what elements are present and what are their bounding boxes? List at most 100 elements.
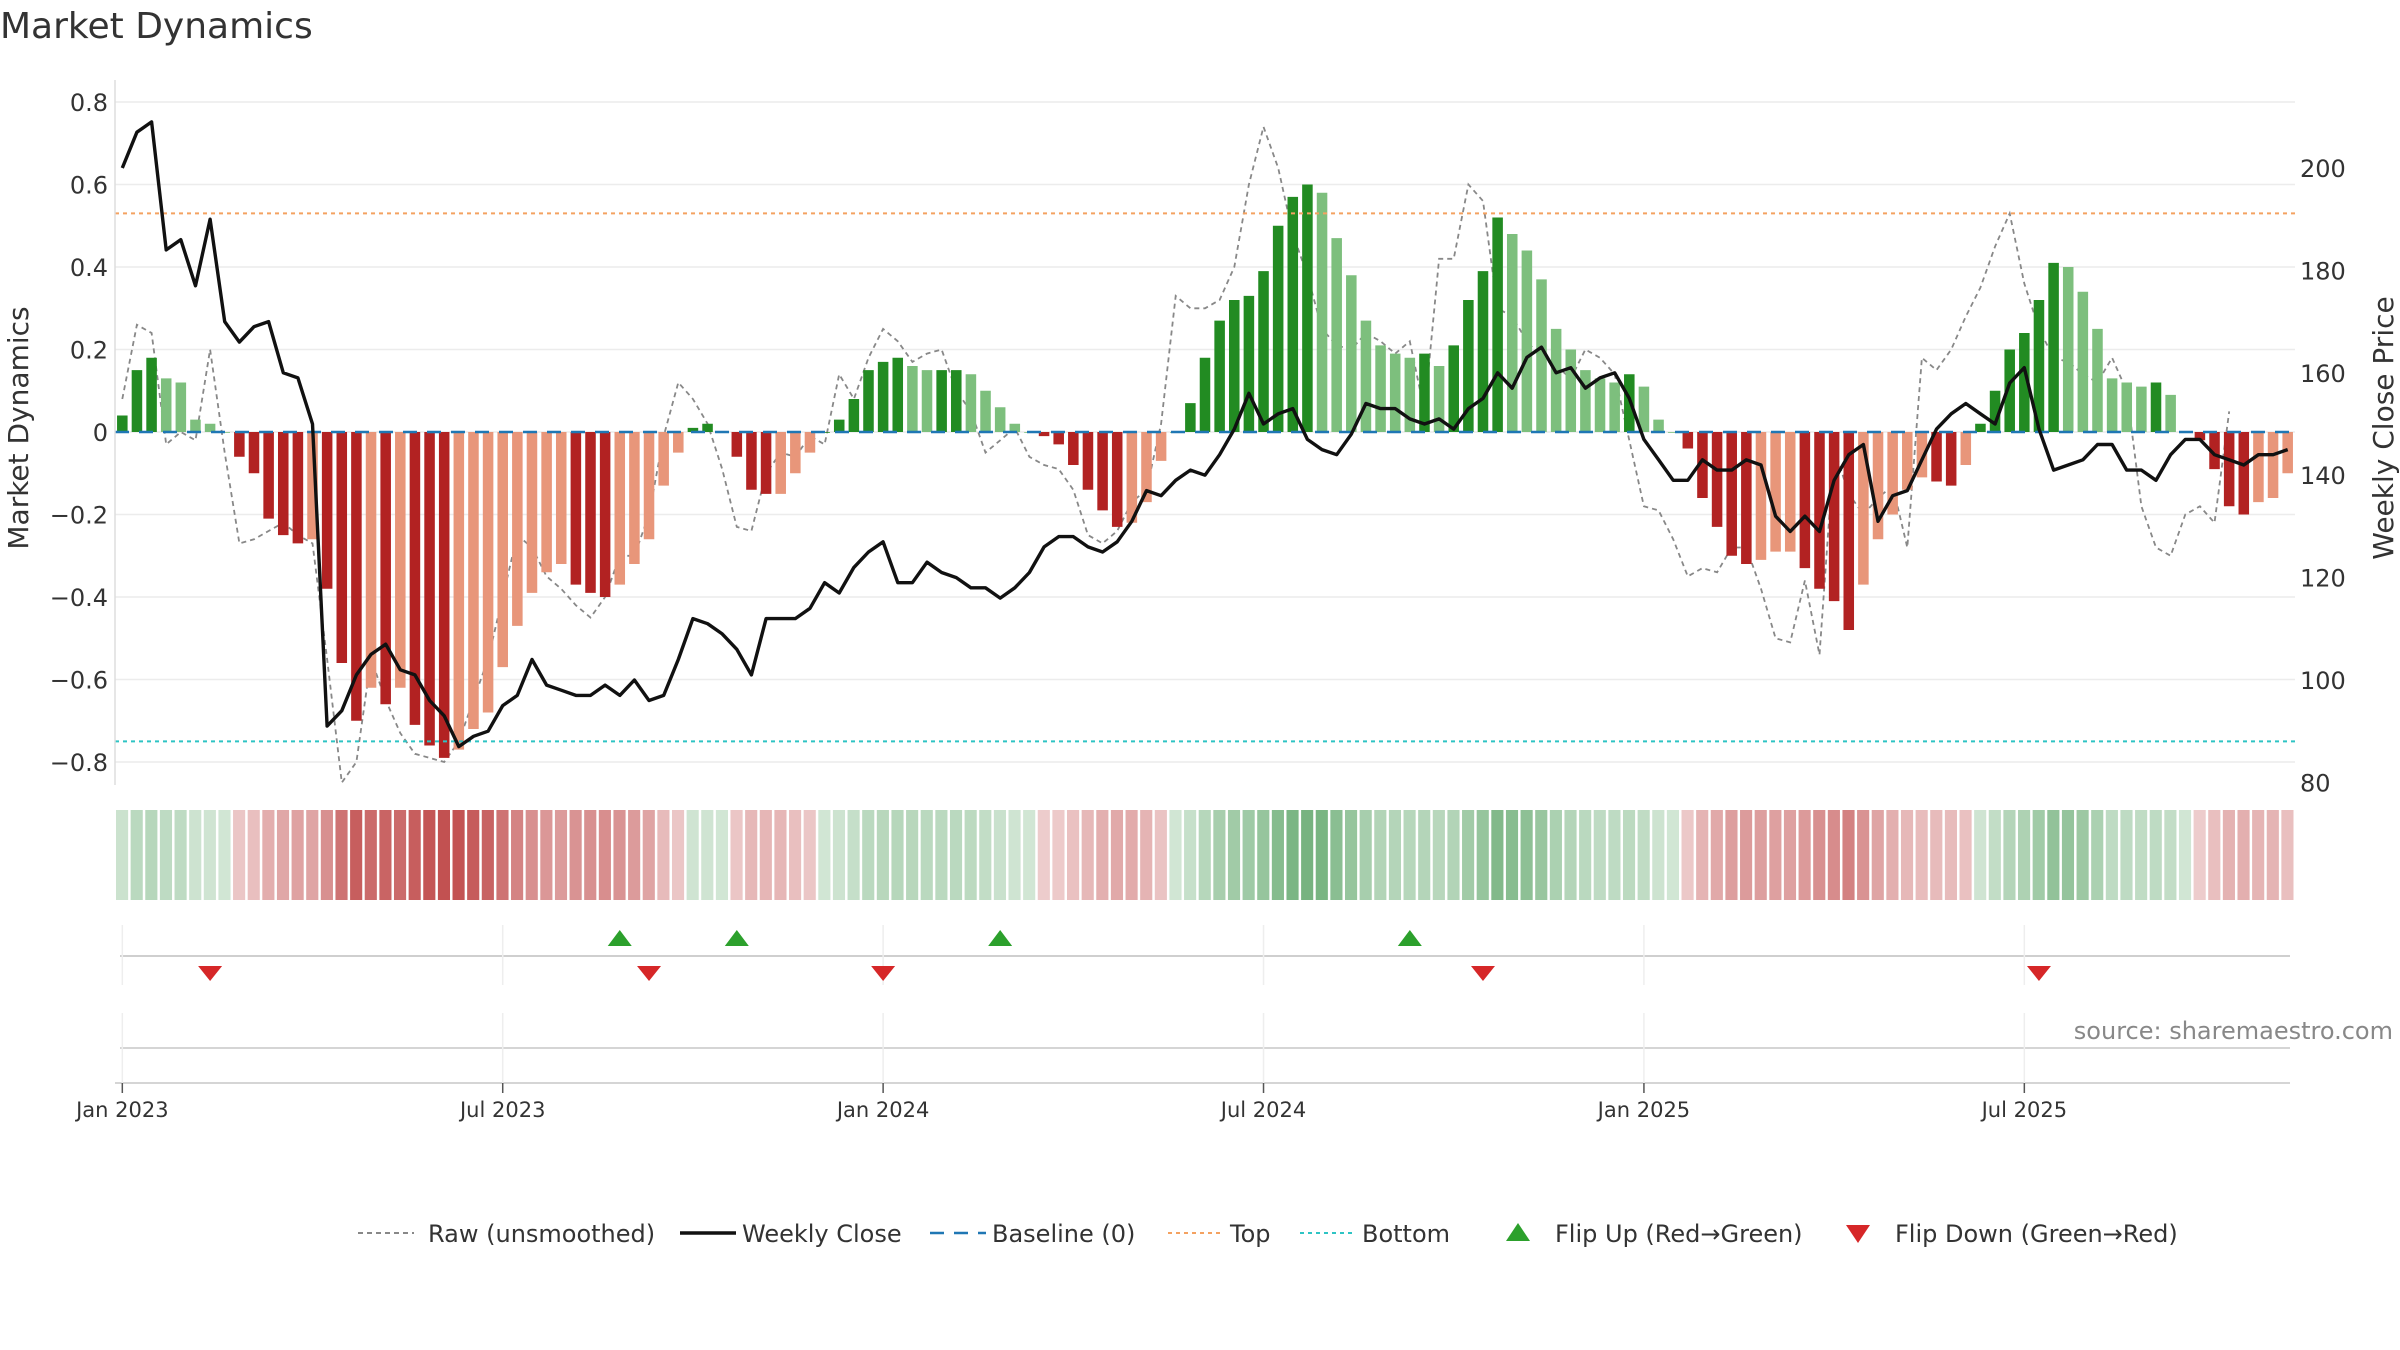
strip-cell — [569, 810, 582, 900]
md-bar — [1580, 370, 1591, 432]
strip-cell — [686, 810, 699, 900]
x-tick-label: Jan 2023 — [74, 1098, 169, 1122]
md-bar — [1199, 357, 1211, 432]
md-bar — [936, 370, 947, 432]
y-tick-label: 0.2 — [70, 337, 108, 365]
lower-panel: Jan 2023 Jul 2023 Jan 2024 Jul 2024 Jan 2025… — [74, 1013, 2290, 1122]
x-tick-label: Jan 2024 — [835, 1098, 930, 1122]
y-axis-label: Market Dynamics — [2, 306, 35, 549]
strip-cell — [481, 810, 494, 900]
md-bar — [424, 432, 435, 746]
md-bar — [1316, 192, 1328, 432]
strip-cell — [1798, 810, 1811, 900]
strip-cell — [1827, 810, 1840, 900]
strip-cell — [408, 810, 421, 900]
md-bar — [1492, 217, 1503, 432]
strip-cell — [628, 810, 641, 900]
md-bar — [775, 432, 786, 494]
strip-cell — [2105, 810, 2118, 900]
strip-cell — [1549, 810, 1562, 900]
md-bar — [833, 419, 845, 432]
strip-cell — [1169, 810, 1182, 900]
md-bar — [263, 432, 274, 519]
strip-cell — [2252, 810, 2265, 900]
strip-cell — [745, 810, 758, 900]
md-bar — [1243, 295, 1255, 432]
strip-cell — [159, 810, 173, 900]
md-bar — [175, 382, 187, 432]
strip-cell — [803, 810, 816, 900]
strip-cell — [2076, 810, 2089, 900]
strip-cell — [1403, 810, 1416, 900]
y2-tick-label: 120 — [2300, 565, 2346, 593]
strip-cell — [511, 810, 524, 900]
strip-cell — [613, 810, 626, 900]
strip-cell — [1330, 810, 1343, 900]
md-bar — [1009, 423, 1021, 432]
strip-cell — [1125, 810, 1138, 900]
md-bar — [1565, 349, 1577, 432]
strip-cell — [1535, 810, 1548, 900]
strip-cell — [437, 810, 451, 900]
legend-label: Flip Up (Red→Green) — [1555, 1220, 1803, 1248]
flip-down-marker — [637, 966, 662, 981]
md-bar — [1843, 432, 1855, 630]
strip-cell — [1052, 810, 1065, 900]
strip-cell — [2193, 810, 2206, 900]
strip-cell — [642, 810, 655, 900]
axes: 0.8 0.6 0.4 0.2 0 −0.2 −0.4 −0.6 −0.8 200 180 160 14… — [50, 80, 2346, 797]
strip-cell — [862, 810, 875, 900]
md-bar — [277, 432, 289, 536]
md-bar — [1111, 432, 1123, 527]
strip-cell — [291, 810, 304, 900]
strip-cell — [730, 810, 743, 900]
md-bar — [1068, 432, 1079, 465]
md-bar — [307, 432, 318, 540]
strip-cell — [920, 810, 933, 900]
strip-cell — [2208, 810, 2221, 900]
strip-cell — [774, 810, 787, 900]
md-bar — [994, 407, 1006, 432]
legend-item: Baseline (0) — [930, 1220, 1135, 1248]
md-bar — [190, 419, 201, 432]
strip-cell — [393, 810, 407, 900]
strip-cell — [1725, 810, 1738, 900]
md-bar — [892, 357, 904, 432]
strip-cell — [2120, 810, 2133, 900]
strip-cell — [2178, 810, 2192, 900]
md-bar — [1185, 403, 1196, 432]
y2-tick-label: 140 — [2300, 462, 2346, 490]
strip-cell — [423, 810, 436, 900]
md-bar — [1375, 345, 1386, 432]
md-bar — [146, 357, 157, 432]
strip-cell — [1081, 810, 1094, 900]
md-bar — [570, 432, 582, 585]
source-note: source: sharemaestro.com — [2074, 1017, 2393, 1045]
md-bar — [599, 432, 611, 597]
y-tick-label: 0.8 — [70, 89, 108, 117]
md-bar — [321, 432, 333, 589]
md-bar — [1667, 432, 1679, 433]
y-tick-label: −0.8 — [50, 749, 108, 777]
flip-up-marker — [607, 930, 632, 946]
strip-cell — [1681, 810, 1694, 900]
strip-cell — [818, 810, 831, 900]
md-bar — [790, 432, 801, 474]
md-bar — [2019, 333, 2030, 432]
strip-cell — [1622, 810, 1636, 900]
md-bar — [2048, 262, 2059, 432]
strip-cell — [1286, 810, 1299, 900]
legend-item: Bottom — [1300, 1220, 1450, 1248]
flip-down-marker — [1470, 966, 1495, 981]
md-bar — [2062, 267, 2074, 432]
y2-tick-label: 180 — [2300, 257, 2346, 285]
x-tick-label: Jan 2025 — [1596, 1098, 1691, 1122]
strip-cell — [1067, 810, 1080, 900]
legend: Raw (unsmoothed) Weekly Close Baseline (0)… — [358, 1220, 2178, 1248]
md-bar — [1126, 432, 1138, 523]
strip-cell — [320, 810, 333, 900]
strip-cell — [1886, 810, 1899, 900]
strip-cell — [1447, 810, 1460, 900]
legend-item: Weekly Close — [680, 1220, 902, 1248]
strip-cell — [657, 810, 670, 900]
